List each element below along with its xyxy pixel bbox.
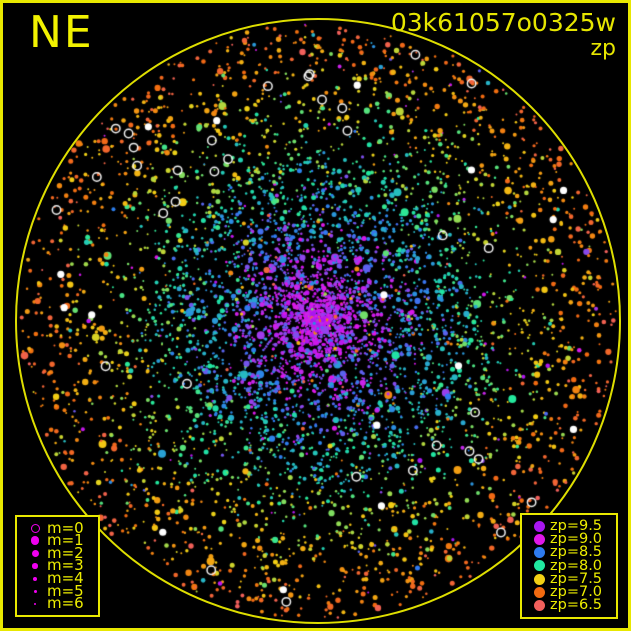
zp-legend-label: zp=8.0 bbox=[550, 557, 603, 574]
magnitude-legend-label: m=5 bbox=[47, 581, 84, 600]
zp-color-swatch-icon bbox=[529, 586, 549, 598]
page-title: 03k61057o0325w bbox=[390, 8, 616, 37]
zp-legend-label: zp=9.0 bbox=[550, 531, 603, 548]
magnitude-legend-label: m=1 bbox=[47, 531, 84, 550]
zp-legend-row: zp=6.5 bbox=[529, 597, 610, 614]
title-subtitle: zp bbox=[590, 36, 616, 61]
zp-legend: zp=9.5 zp=9.0 zp=8.5 zp=8.0 zp=7.5 zp=7.0 zp=6… bbox=[520, 512, 618, 619]
magnitude-legend-row: m=2 bbox=[24, 543, 92, 562]
magnitude-legend-row: m=1 bbox=[24, 531, 92, 550]
zp-legend-row: zp=9.0 bbox=[529, 531, 610, 548]
magnitude-marker-icon bbox=[24, 536, 46, 545]
zp-color-swatch-icon bbox=[529, 560, 549, 572]
zp-color-swatch-icon bbox=[529, 599, 549, 611]
magnitude-legend-label: m=0 bbox=[47, 518, 84, 537]
zp-legend-label: zp=7.5 bbox=[550, 570, 603, 587]
zp-color-swatch-icon bbox=[529, 533, 549, 545]
zp-legend-row: zp=7.5 bbox=[529, 570, 610, 587]
direction-label-ne: NE bbox=[29, 7, 94, 58]
magnitude-marker-icon bbox=[24, 589, 46, 593]
zp-legend-label: zp=8.5 bbox=[550, 544, 603, 561]
zp-legend-row: zp=9.5 bbox=[529, 518, 610, 535]
zp-color-swatch-icon bbox=[529, 573, 549, 585]
magnitude-marker-icon bbox=[24, 576, 46, 581]
title-block: 03k61057o0325w zp bbox=[391, 9, 616, 62]
zp-color-swatch-icon bbox=[529, 547, 549, 559]
magnitude-marker-icon bbox=[24, 602, 46, 605]
zp-color-swatch-icon bbox=[529, 520, 549, 532]
magnitude-legend: m=0 m=1 m=2 m=3 m=4 m=5 m=6 bbox=[15, 514, 100, 617]
zp-legend-label: zp=7.0 bbox=[550, 583, 603, 600]
magnitude-legend-row: m=6 bbox=[24, 594, 92, 613]
zp-legend-label: zp=6.5 bbox=[550, 597, 603, 614]
zp-legend-row: zp=8.0 bbox=[529, 557, 610, 574]
magnitude-marker-icon bbox=[24, 563, 46, 569]
magnitude-legend-row: m=3 bbox=[24, 556, 92, 575]
magnitude-legend-label: m=4 bbox=[47, 569, 84, 588]
zp-legend-row: zp=8.5 bbox=[529, 544, 610, 561]
magnitude-legend-label: m=3 bbox=[47, 556, 84, 575]
magnitude-legend-label: m=6 bbox=[47, 594, 84, 613]
magnitude-legend-label: m=2 bbox=[47, 543, 84, 562]
magnitude-marker-icon bbox=[24, 523, 46, 533]
magnitude-legend-row: m=4 bbox=[24, 569, 92, 588]
magnitude-marker-icon bbox=[24, 549, 46, 557]
zp-legend-row: zp=7.0 bbox=[529, 583, 610, 600]
magnitude-legend-row: m=0 bbox=[24, 518, 92, 537]
zp-legend-label: zp=9.5 bbox=[550, 518, 603, 535]
magnitude-legend-row: m=5 bbox=[24, 581, 92, 600]
